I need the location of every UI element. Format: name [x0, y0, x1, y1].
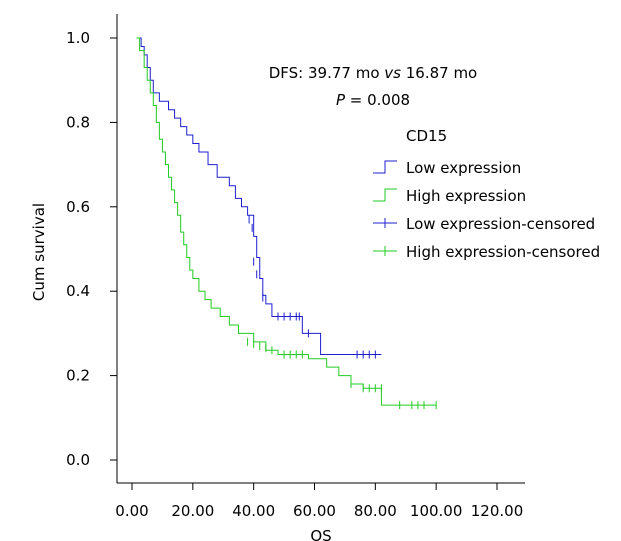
x-tick-label: 80.00: [354, 502, 397, 520]
y-tick-label: 0.4: [66, 282, 90, 300]
y-tick-label: 0.2: [66, 367, 90, 385]
x-tick-label: 60.00: [293, 502, 336, 520]
annotation-pvalue: P = 0.008: [336, 91, 410, 109]
y-tick-label: 0.0: [66, 451, 90, 469]
legend-swatch-low-expression: [373, 160, 397, 174]
x-tick-label: 20.00: [171, 502, 214, 520]
plot-area: [136, 37, 437, 410]
y-tick-label: 0.8: [66, 113, 90, 131]
x-tick-label: 100.00: [410, 502, 463, 520]
annotation-dfs: DFS: 39.77 mo vs 16.87 mo: [269, 64, 478, 82]
legend-label-high-expression-censored: High expression-censored: [406, 243, 600, 261]
annotation-dfs-suffix: 16.87 mo: [401, 64, 477, 82]
km-curve-high-expression: [136, 37, 437, 406]
legend-label-low-expression-censored: Low expression-censored: [406, 215, 595, 233]
y-tick-label: 0.6: [66, 198, 90, 216]
km-curve-low-expression: [136, 37, 382, 355]
y-axis-title: Cum survival: [30, 203, 48, 301]
x-tick-label: 40.00: [232, 502, 275, 520]
legend-label-low-expression: Low expression: [406, 159, 521, 177]
legend-label-high-expression: High expression: [406, 187, 526, 205]
x-tick-label: 0.00: [115, 502, 148, 520]
y-ticks: 0.0 0.2 0.4 0.6 0.8 1.0: [66, 29, 117, 469]
x-axis-title: OS: [310, 527, 331, 541]
legend-title: CD15: [406, 127, 447, 145]
annotation-p: P: [336, 91, 346, 109]
y-tick-label: 1.0: [66, 29, 90, 47]
x-tick-label: 120.00: [471, 502, 524, 520]
annotation-vs: vs: [384, 64, 401, 82]
x-ticks: 0.00 20.00 40.00 60.00 80.00 100.00 120.00: [115, 483, 523, 520]
legend-swatch-high-expression: [373, 188, 397, 202]
annotation-p-suffix: = 0.008: [345, 91, 410, 109]
legend: Low expression High expression Low express…: [373, 159, 600, 261]
annotation-dfs-prefix: DFS: 39.77 mo: [269, 64, 385, 82]
